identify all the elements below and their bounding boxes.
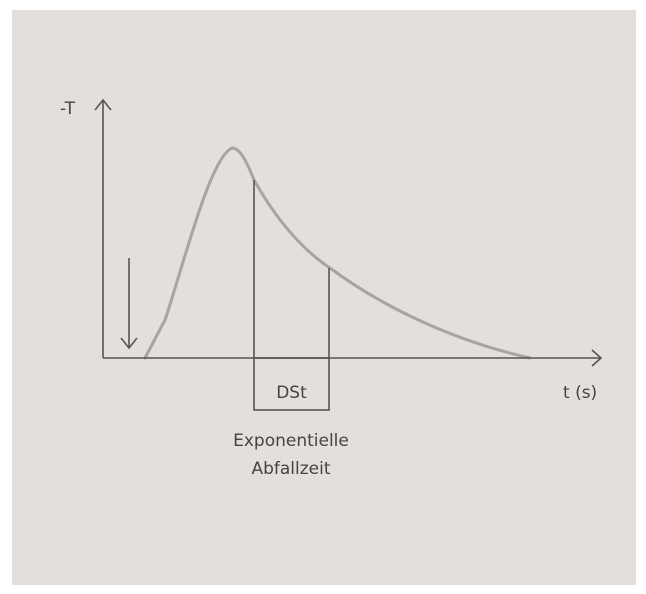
response-curve [143,146,532,360]
y-axis-label: -T [60,99,76,119]
y-axis-arrow-icon [94,98,112,111]
stimulus-arrowhead-icon [120,337,138,350]
caption-line-2: Abfallzeit [251,459,330,479]
caption-line-1: Exponentielle [233,431,349,451]
diagram-panel [12,10,636,585]
x-axis-arrow-icon [591,349,603,367]
x-axis-label: t (s) [563,383,597,403]
interval-label: DSt [276,383,307,403]
interval-box [253,357,330,411]
